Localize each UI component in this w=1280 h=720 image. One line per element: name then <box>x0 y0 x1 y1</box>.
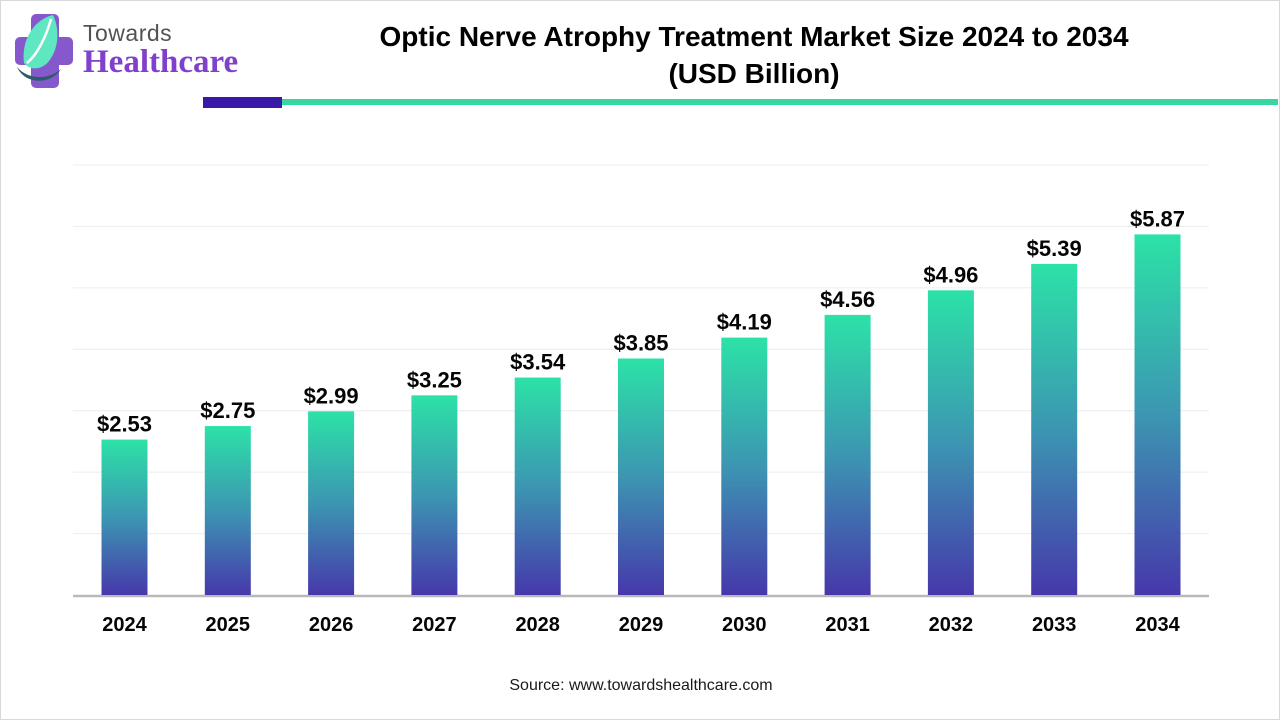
bar-value-label-2026: $2.99 <box>304 383 359 408</box>
brand-name-healthcare: Healthcare <box>83 44 239 81</box>
bar-value-label-2029: $3.85 <box>613 330 668 355</box>
bar-value-label-2025: $2.75 <box>200 398 255 423</box>
bar-value-label-2024: $2.53 <box>97 412 152 437</box>
brand-name-towards: Towards <box>83 20 173 46</box>
x-tick-2030: 2030 <box>722 614 767 636</box>
bar-value-label-2027: $3.25 <box>407 367 462 392</box>
bar-2032 <box>927 290 974 595</box>
bar-value-label-2032: $4.96 <box>923 262 978 287</box>
leaf-swoosh-icon <box>17 67 61 81</box>
bar-value-label-2028: $3.54 <box>510 350 566 375</box>
bar-2026 <box>308 411 355 595</box>
x-tick-2025: 2025 <box>206 614 251 636</box>
bar-2030 <box>721 337 768 595</box>
x-tick-2024: 2024 <box>102 614 147 636</box>
bar-value-label-2031: $4.56 <box>820 287 875 312</box>
x-tick-2034: 2034 <box>1135 614 1180 636</box>
chart-title-line1: Optic Nerve Atrophy Treatment Market Siz… <box>379 21 1129 52</box>
x-tick-2028: 2028 <box>515 614 560 636</box>
bar-2027 <box>411 395 458 595</box>
brand-logo-icon <box>15 14 73 88</box>
bar-2024 <box>101 439 148 595</box>
x-tick-2026: 2026 <box>309 614 354 636</box>
bar-2025 <box>204 426 251 595</box>
bar-value-label-2030: $4.19 <box>717 310 772 335</box>
x-tick-2031: 2031 <box>825 614 870 636</box>
x-tick-2029: 2029 <box>619 614 664 636</box>
bar-2028 <box>514 377 561 595</box>
divider-accent-teal <box>282 99 1278 105</box>
bar-2031 <box>824 314 871 595</box>
brand-logo: Towards Healthcare <box>14 11 238 91</box>
x-tick-2027: 2027 <box>412 614 457 636</box>
bar-2033 <box>1031 263 1078 595</box>
x-tick-2032: 2032 <box>929 614 974 636</box>
bar-value-label-2033: $5.39 <box>1027 236 1082 261</box>
bar-value-label-2034: $5.87 <box>1130 206 1185 231</box>
divider-accent-purple <box>203 97 282 108</box>
source-text: Source: www.towardshealthcare.com <box>509 677 773 694</box>
leaf-vein-icon <box>26 18 53 64</box>
bar-2029 <box>618 358 664 595</box>
x-tick-2033: 2033 <box>1032 614 1077 636</box>
chart-title: Optic Nerve Atrophy Treatment Market Siz… <box>254 18 1254 92</box>
chart-title-line2: (USD Billion) <box>668 58 840 89</box>
brand-wordmark: Towards Healthcare <box>83 21 238 79</box>
bar-2034 <box>1134 234 1181 596</box>
